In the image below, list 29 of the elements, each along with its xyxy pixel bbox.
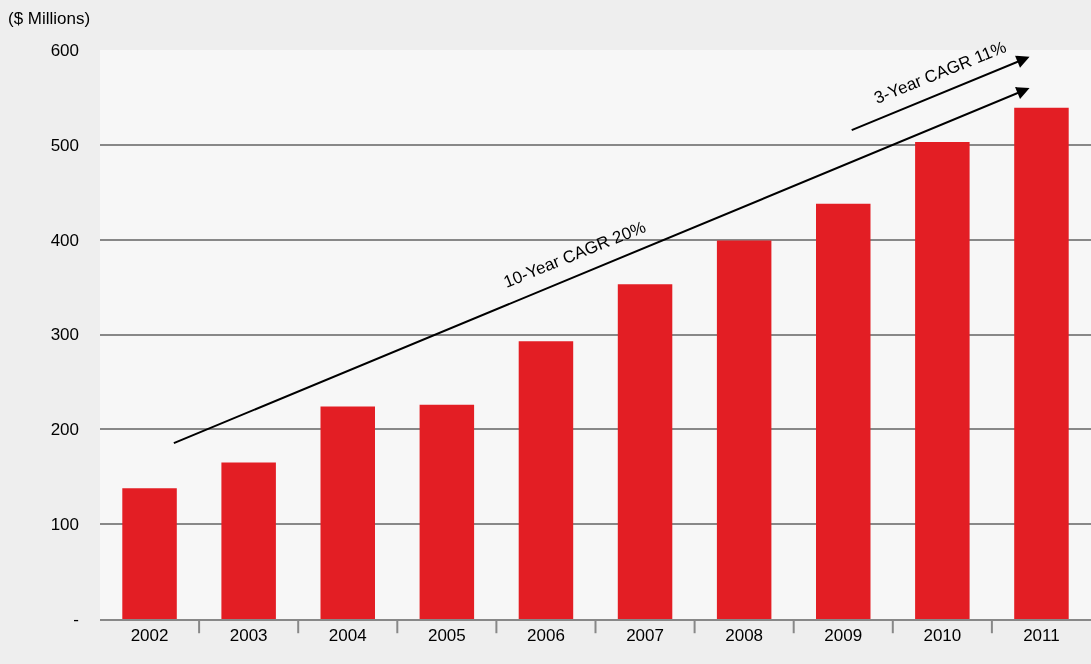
y-tick-label: 500 bbox=[50, 135, 79, 155]
annotation: 3-Year CAGR 11% bbox=[871, 37, 1010, 108]
bar bbox=[122, 488, 177, 619]
bar bbox=[915, 141, 970, 619]
bar bbox=[816, 203, 871, 619]
bar bbox=[1014, 107, 1069, 619]
bar bbox=[518, 341, 574, 619]
bar bbox=[221, 462, 276, 619]
y-tick-label: - bbox=[73, 609, 79, 629]
x-tick-label: 2002 bbox=[130, 626, 169, 646]
x-tick-label: 2008 bbox=[725, 626, 764, 646]
x-tick-label: 2007 bbox=[626, 626, 664, 646]
bar bbox=[716, 240, 772, 619]
y-tick-label: 200 bbox=[50, 420, 79, 440]
x-tick-label: 2004 bbox=[328, 626, 367, 646]
x-tick-label: 2011 bbox=[1023, 626, 1060, 646]
bar bbox=[320, 406, 375, 619]
x-tick-label: 2003 bbox=[229, 626, 268, 646]
bar bbox=[617, 284, 673, 619]
y-tick-label: 600 bbox=[50, 40, 79, 60]
x-tick-label: 2005 bbox=[427, 626, 466, 646]
y-tick-label: 400 bbox=[50, 230, 79, 250]
y-axis-title: ($ Millions) bbox=[8, 9, 91, 28]
bar bbox=[419, 404, 475, 619]
x-tick-label: 2006 bbox=[527, 626, 565, 646]
x-tick-label: 2010 bbox=[923, 626, 962, 646]
x-tick-label: 2009 bbox=[824, 626, 863, 646]
y-tick-label: 300 bbox=[50, 325, 79, 345]
y-tick-label: 100 bbox=[50, 515, 79, 535]
